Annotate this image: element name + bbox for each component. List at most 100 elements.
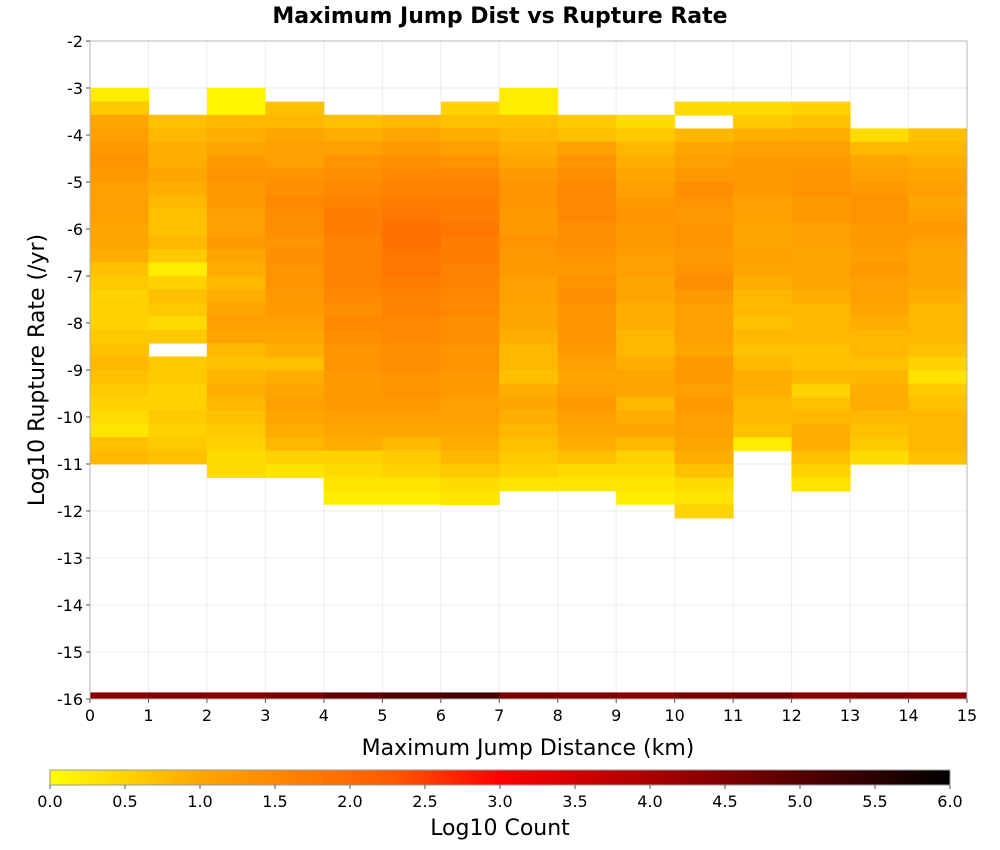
heatmap-cell [733,329,793,344]
heatmap-cell [440,303,500,317]
heatmap-cell [674,101,734,116]
heatmap-cell [323,168,383,183]
heatmap-cell [440,329,500,344]
heatmap-cell [908,356,968,371]
heatmap-cell [382,383,442,398]
heatmap-cell [674,141,734,156]
heatmap-cell [557,128,617,143]
heatmap-cell [206,262,266,277]
heatmap-cell [206,195,266,210]
heatmap-cell [206,155,266,170]
heatmap-cell [206,168,266,183]
heatmap-cell [265,168,325,183]
x-axis-label: Maximum Jump Distance (km) [362,736,695,761]
heatmap-cell [674,504,734,519]
heatmap-cell [616,383,676,398]
heatmap-cell [440,101,500,116]
heatmap-cell [674,464,734,479]
x-tick-label: 7 [494,706,504,725]
heatmap-cell [382,437,442,451]
heatmap-cell [499,195,559,210]
heatmap-cell [440,692,500,699]
colorbar-tick-label: 2.5 [412,792,437,811]
heatmap-cell [90,396,149,411]
heatmap-cell [674,316,734,331]
heatmap-cell [265,276,325,291]
heatmap-cell [323,356,383,371]
heatmap-cell [908,235,968,250]
heatmap-cell [791,423,851,438]
heatmap-cell [733,235,793,250]
heatmap-cell [850,262,910,277]
heatmap-cell [148,235,208,250]
heatmap-cell [323,275,383,290]
heatmap-cell [557,168,617,183]
heatmap-cell [206,208,266,223]
heatmap-cell [850,437,910,452]
heatmap-cell [206,343,266,358]
heatmap-cell [908,383,968,398]
heatmap-cell [791,289,851,304]
heatmap-cell [323,208,383,223]
heatmap-cell [382,262,442,277]
heatmap-cell [908,437,968,452]
heatmap-cell [382,692,442,699]
heatmap-cell [791,128,851,143]
y-tick-label: -3 [67,79,83,98]
heatmap-cell [206,396,266,411]
heatmap-cell [733,101,793,116]
heatmap-cell [850,195,910,210]
heatmap-cell [850,356,910,371]
heatmap-cell [557,249,617,263]
heatmap-cell [206,423,266,438]
heatmap-cell [382,329,442,344]
heatmap-cell [791,276,851,291]
heatmap-cell [850,302,910,317]
heatmap-cell [90,195,149,210]
heatmap-cell [791,303,851,317]
heatmap-cell [674,383,734,398]
heatmap-cell [908,423,968,438]
heatmap-cell [674,329,734,344]
heatmap-cell [440,289,500,304]
heatmap-cell [557,356,617,371]
heatmap-cell [382,369,442,384]
heatmap-cell [616,410,676,425]
heatmap-cell [616,437,676,451]
heatmap-cell [908,370,968,385]
heatmap-cell [323,181,383,196]
colorbar-tick-label: 3.5 [562,792,587,811]
heatmap-cell [90,128,149,143]
heatmap-cell [499,222,559,237]
heatmap-cell [499,114,559,129]
x-tick-label: 14 [898,706,918,725]
heatmap-cell [733,168,793,183]
heatmap-cell [850,329,910,344]
y-tick-label: -6 [67,220,83,239]
heatmap-cell [499,181,559,196]
x-tick-label: 5 [377,706,387,725]
heatmap-cell [440,249,500,264]
heatmap-cell [206,141,266,156]
heatmap-cell [908,289,968,304]
heatmap-cell [499,141,559,156]
heatmap-cell [323,396,383,411]
heatmap-cell [499,316,559,331]
heatmap-cell [440,383,500,398]
heatmap-cell [148,289,208,304]
x-tick-label: 13 [840,706,860,725]
y-tick-label: -14 [57,596,83,615]
heatmap-cell [499,208,559,223]
heatmap-cell [265,464,325,479]
heatmap-cell [557,692,617,699]
heatmap-cell [908,195,968,210]
heatmap-cell [265,209,325,223]
heatmap-cell [674,249,734,264]
heatmap-cell [616,316,676,331]
heatmap-cell [616,289,676,304]
heatmap-cell [440,222,500,237]
heatmap-cell [499,692,559,699]
y-tick-label: -4 [67,126,83,145]
heatmap-cell [733,356,793,371]
